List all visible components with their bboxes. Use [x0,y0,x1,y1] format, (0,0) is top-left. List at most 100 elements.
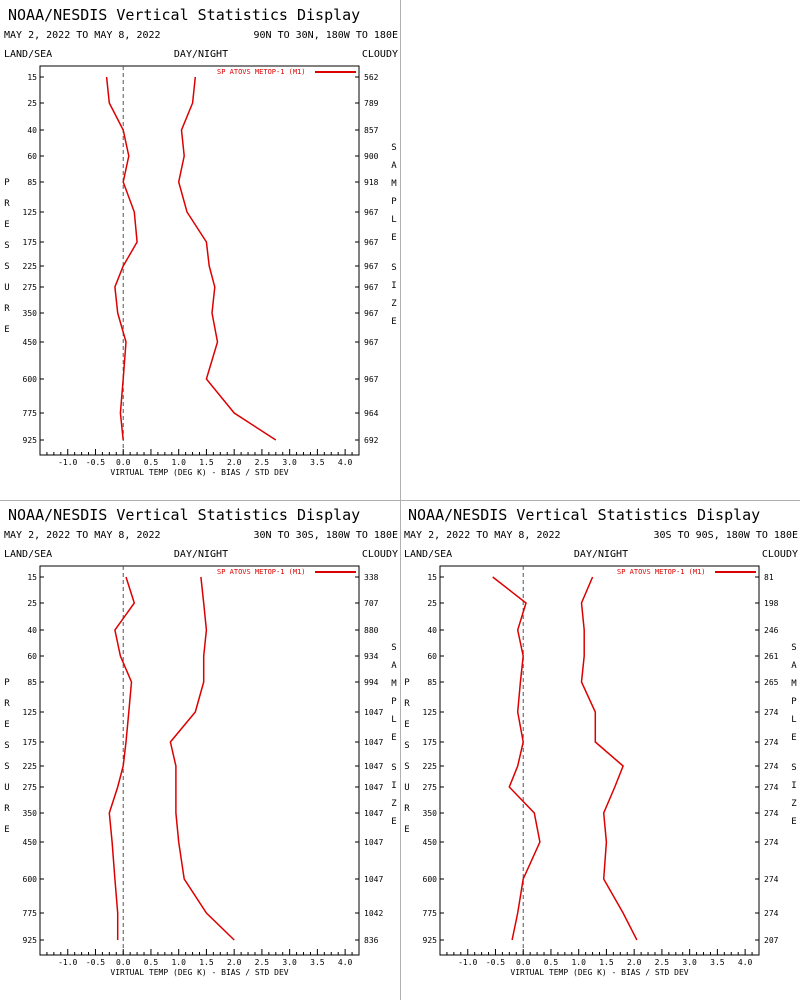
y-axis-label-letter: R [4,804,10,814]
sample-size-label: 934 [364,652,379,661]
plot-frame [39,565,360,956]
sample-axis-label-letter: E [791,733,796,743]
chart-title: NOAA/NESDIS Vertical Statistics Display [8,6,360,24]
y-axis-label-letter: E [4,720,9,730]
pressure-label: 175 [423,738,438,747]
sample-axis-label-letter: S [391,143,396,153]
sample-axis-label-letter: S [791,763,796,773]
y-axis-label-letter: P [4,178,10,188]
x-tick-label: 0.5 [544,958,559,967]
pressure-label: 350 [23,309,38,318]
pressure-label: 600 [23,375,38,384]
x-tick-label: 2.0 [227,958,242,967]
sample-axis-label-letter: E [391,233,396,243]
chart-panels: NOAA/NESDIS Vertical Statistics Display M… [4,6,798,977]
pressure-label: 775 [23,409,38,418]
sample-size-label: 274 [764,708,779,717]
pressure-label: 125 [423,708,438,717]
cloudy-label: CLOUDY [362,549,398,560]
pressure-label: 40 [27,126,37,135]
sample-size-label: 274 [764,738,779,747]
land-sea-label: LAND/SEA [4,549,52,560]
sample-axis-label-letter: M [391,679,397,689]
chart-panel-2: NOAA/NESDIS Vertical Statistics Display M… [4,506,398,977]
sample-size-label: 1047 [364,838,383,847]
pressure-label: 85 [27,178,37,187]
pressure-label: 60 [27,652,37,661]
chart-panel-1: NOAA/NESDIS Vertical Statistics Display M… [4,6,398,477]
region-label: 30S TO 90S, 180W TO 180E [654,530,799,541]
y-axis-label-letter: S [4,241,9,251]
sample-size-label: 900 [364,152,379,161]
y-axis-label-letter: R [4,699,10,709]
chart-title: NOAA/NESDIS Vertical Statistics Display [8,506,360,524]
sample-size-label: 562 [364,73,379,82]
sample-size-label: 692 [364,436,379,445]
x-tick-label: 4.0 [338,458,353,467]
x-tick-label: 1.5 [199,458,214,467]
pressure-label: 40 [27,626,37,635]
sample-axis-label-letter: S [391,643,396,653]
sample-size-label: 964 [364,409,379,418]
pressure-label: 350 [23,809,38,818]
sample-size-label: 246 [764,626,779,635]
plot-frame [39,65,360,456]
x-tick-label: -0.5 [86,458,105,467]
y-axis-label-letter: U [404,783,409,793]
bias-profile-line [105,76,138,441]
sample-axis-label-letter: Z [391,799,397,809]
std-dev-profile-line [177,76,277,441]
x-tick-label: 0.0 [516,958,531,967]
pressure-label: 275 [23,283,38,292]
pressure-label: 125 [23,208,38,217]
pressure-label: 775 [423,909,438,918]
sample-size-label: 1042 [364,909,383,918]
sample-axis-label-letter: M [391,179,397,189]
sample-axis-label-letter: S [391,263,396,273]
x-tick-label: 1.0 [171,958,186,967]
pressure-label: 350 [423,809,438,818]
pressure-label: 175 [23,238,38,247]
legend-label: SP ATOVS METOP-1 (M1) [217,68,306,76]
chart-title: NOAA/NESDIS Vertical Statistics Display [408,506,760,524]
sample-axis-label-letter: P [791,697,797,707]
y-axis-label-letter: E [4,825,9,835]
land-sea-label: LAND/SEA [404,549,452,560]
day-night-label: DAY/NIGHT [174,549,228,560]
sample-size-label: 338 [364,573,379,582]
sample-size-label: 967 [364,338,379,347]
pressure-label: 775 [23,909,38,918]
sample-size-label: 1047 [364,762,383,771]
sample-axis-label-letter: P [391,197,397,207]
x-tick-label: 3.5 [310,958,325,967]
y-axis-label-letter: R [4,199,10,209]
bias-profile-line [108,576,136,940]
pressure-label: 225 [23,262,38,271]
sample-axis-label-letter: S [791,643,796,653]
pressure-label: 450 [23,838,38,847]
x-tick-label: 2.5 [655,958,670,967]
pressure-label: 15 [27,573,37,582]
y-axis-label-letter: E [4,325,9,335]
x-tick-label: 0.5 [144,958,159,967]
pressure-label: 25 [427,599,437,608]
sample-axis-label-letter: L [391,715,396,725]
sample-size-label: 918 [364,178,379,187]
y-axis-label-letter: S [404,741,409,751]
date-range: MAY 2, 2022 TO MAY 8, 2022 [4,530,161,541]
pressure-label: 15 [427,573,437,582]
pressure-label: 85 [427,678,437,687]
sample-size-label: 274 [764,909,779,918]
x-tick-label: 0.5 [144,458,159,467]
y-axis-label-letter: S [4,741,9,751]
sample-axis-label-letter: A [391,161,397,171]
x-tick-label: -1.0 [58,958,77,967]
sample-size-label: 1047 [364,783,383,792]
sample-size-label: 707 [364,599,379,608]
pressure-label: 225 [423,762,438,771]
sample-size-label: 967 [364,208,379,217]
sample-axis-label-letter: E [391,733,396,743]
sample-axis-label-letter: Z [391,299,397,309]
sample-axis-label-letter: A [791,661,797,671]
x-tick-label: -0.5 [86,958,105,967]
